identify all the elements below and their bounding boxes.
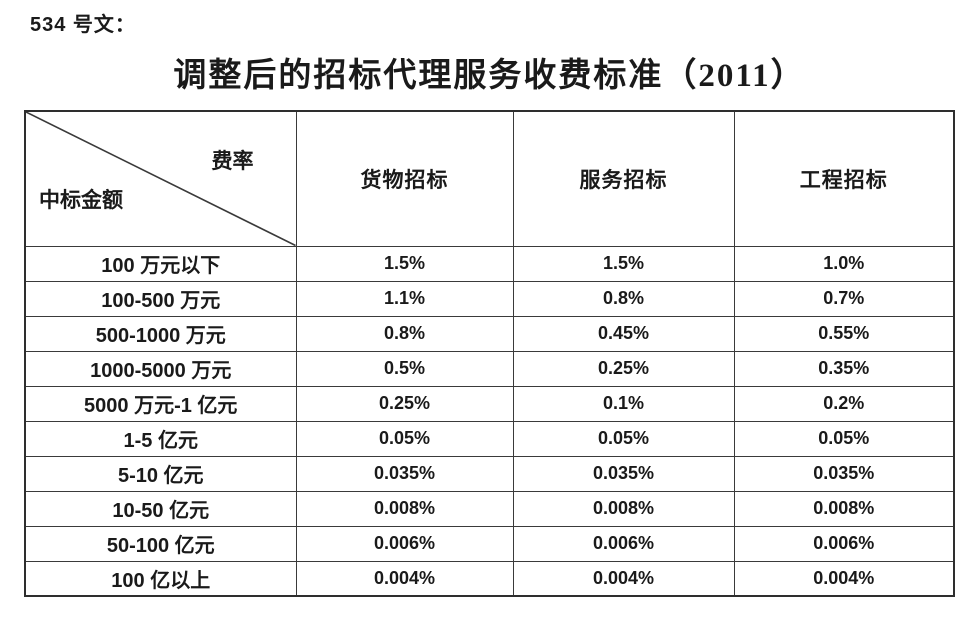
row-label: 1-5 亿元: [24, 420, 297, 457]
cell-value: 0.05%: [733, 420, 955, 457]
cell-value: 0.8%: [512, 280, 735, 317]
column-header-engineering: 工程招标: [733, 110, 955, 247]
cell-value: 0.5%: [295, 350, 514, 387]
table-body: 100 万元以下 1.5% 1.5% 1.0% 100-500 万元 1.1% …: [24, 245, 955, 597]
cell-value: 1.5%: [512, 245, 735, 282]
cell-value: 0.7%: [733, 280, 955, 317]
row-label: 1000-5000 万元: [24, 350, 297, 387]
row-label: 100-500 万元: [24, 280, 297, 317]
cell-value: 0.8%: [295, 315, 514, 352]
cell-value: 0.035%: [295, 455, 514, 492]
cell-value: 1.5%: [295, 245, 514, 282]
table-row: 100-500 万元 1.1% 0.8% 0.7%: [24, 280, 955, 317]
header-row: 费率 中标金额 货物招标 服务招标 工程招标: [24, 110, 955, 247]
cell-value: 1.1%: [295, 280, 514, 317]
row-label: 500-1000 万元: [24, 315, 297, 352]
doc-number: 534 号文：: [30, 14, 136, 36]
cell-value: 0.45%: [512, 315, 735, 352]
table-row: 100 万元以下 1.5% 1.5% 1.0%: [24, 245, 955, 282]
row-label: 5000 万元-1 亿元: [24, 385, 297, 422]
column-header-goods: 货物招标: [295, 110, 514, 247]
cell-value: 0.05%: [512, 420, 735, 457]
table-row: 5000 万元-1 亿元 0.25% 0.1% 0.2%: [24, 385, 955, 422]
table-row: 5-10 亿元 0.035% 0.035% 0.035%: [24, 455, 955, 492]
diagonal-line: [26, 112, 296, 246]
corner-label-rate: 费率: [211, 149, 254, 173]
cell-value: 0.004%: [295, 560, 514, 597]
cell-value: 0.2%: [733, 385, 955, 422]
cell-value: 0.008%: [295, 490, 514, 527]
fee-table: 费率 中标金额 货物招标 服务招标 工程招标 100 万元以下 1.5% 1.5…: [24, 110, 955, 597]
table-row: 50-100 亿元 0.006% 0.006% 0.006%: [24, 525, 955, 562]
row-label: 50-100 亿元: [24, 525, 297, 562]
cell-value: 0.006%: [512, 525, 735, 562]
corner-cell: 费率 中标金额: [24, 110, 297, 247]
cell-value: 0.006%: [295, 525, 514, 562]
cell-value: 0.004%: [733, 560, 955, 597]
page-title: 调整后的招标代理服务收费标准（2011）: [173, 58, 806, 94]
cell-value: 0.1%: [512, 385, 735, 422]
table-row: 100 亿以上 0.004% 0.004% 0.004%: [24, 560, 955, 597]
table-row: 1-5 亿元 0.05% 0.05% 0.05%: [24, 420, 955, 457]
cell-value: 0.35%: [733, 350, 955, 387]
cell-value: 1.0%: [733, 245, 955, 282]
row-label: 100 万元以下: [24, 245, 297, 282]
cell-value: 0.25%: [512, 350, 735, 387]
cell-value: 0.05%: [295, 420, 514, 457]
cell-value: 0.25%: [295, 385, 514, 422]
table-row: 10-50 亿元 0.008% 0.008% 0.008%: [24, 490, 955, 527]
cell-value: 0.035%: [733, 455, 955, 492]
table-row: 1000-5000 万元 0.5% 0.25% 0.35%: [24, 350, 955, 387]
cell-value: 0.004%: [512, 560, 735, 597]
cell-value: 0.008%: [733, 490, 955, 527]
cell-value: 0.035%: [512, 455, 735, 492]
cell-value: 0.55%: [733, 315, 955, 352]
cell-value: 0.006%: [733, 525, 955, 562]
row-label: 5-10 亿元: [24, 455, 297, 492]
row-label: 10-50 亿元: [24, 490, 297, 527]
corner-label-amount: 中标金额: [39, 187, 123, 212]
row-label: 100 亿以上: [24, 560, 297, 597]
column-header-services: 服务招标: [512, 110, 735, 247]
table-row: 500-1000 万元 0.8% 0.45% 0.55%: [24, 315, 955, 352]
cell-value: 0.008%: [512, 490, 735, 527]
